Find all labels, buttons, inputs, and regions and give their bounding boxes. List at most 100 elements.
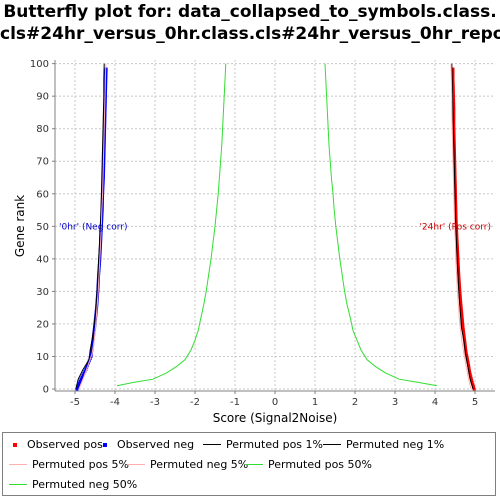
x-tick-label: -1 xyxy=(230,397,240,408)
legend-swatch xyxy=(323,444,341,445)
observed-marker xyxy=(455,242,459,246)
observed-marker xyxy=(461,327,465,331)
observed-marker xyxy=(93,321,97,325)
series-line xyxy=(116,63,227,387)
observed-marker xyxy=(92,332,96,336)
observed-marker xyxy=(451,76,455,80)
observed-marker xyxy=(77,381,81,385)
observed-marker xyxy=(458,288,462,292)
observed-marker xyxy=(80,375,84,379)
x-tick-label: -5 xyxy=(70,397,80,408)
legend-item-permuted-neg-5: Permuted neg 5% xyxy=(127,458,248,471)
legend-swatch xyxy=(9,484,27,485)
series-permuted-pos-5 xyxy=(450,63,472,390)
annotations: '0hr' (Neg corr) '24hr' (Pos corr) xyxy=(59,222,491,232)
observed-marker xyxy=(452,119,456,123)
observed-marker xyxy=(456,249,460,253)
series-permuted-pos-1 xyxy=(451,63,474,390)
observed-marker xyxy=(452,100,456,104)
observed-marker xyxy=(90,344,94,348)
legend-swatch xyxy=(203,444,221,445)
y-tick-label: 10 xyxy=(36,352,49,363)
observed-marker xyxy=(452,110,456,114)
observed-marker xyxy=(472,387,476,391)
observed-marker xyxy=(461,325,465,329)
observed-marker xyxy=(464,347,468,351)
observed-marker xyxy=(451,82,455,86)
observed-marker xyxy=(91,334,95,338)
legend-swatch xyxy=(245,464,263,465)
series-line xyxy=(75,63,105,390)
observed-marker xyxy=(83,369,87,373)
observed-marker xyxy=(459,308,463,312)
observed-marker xyxy=(458,297,462,301)
neg-corr-annotation: '0hr' (Neg corr) xyxy=(59,222,128,232)
observed-marker xyxy=(451,69,455,73)
y-tick-label: 20 xyxy=(36,319,49,330)
observed-marker xyxy=(451,67,455,71)
observed-marker xyxy=(451,80,455,84)
observed-marker xyxy=(455,233,459,237)
y-tick-label: 50 xyxy=(36,222,49,233)
observed-marker xyxy=(464,349,468,353)
series-line xyxy=(78,63,107,390)
legend-item-permuted-neg-1: Permuted neg 1% xyxy=(323,438,444,451)
observed-marker xyxy=(452,105,456,109)
legend-item-permuted-pos-50: Permuted pos 50% xyxy=(245,458,372,471)
observed-marker xyxy=(93,317,97,321)
observed-marker xyxy=(452,116,456,120)
observed-marker xyxy=(459,306,463,310)
observed-marker xyxy=(457,281,461,285)
chart-title-line-1: Butterfly plot for: data_collapsed_to_sy… xyxy=(3,2,497,22)
observed-marker xyxy=(458,295,462,299)
y-axis-label: Gene rank xyxy=(13,195,27,257)
observed-marker xyxy=(454,226,458,230)
legend-item-permuted-pos-5: Permuted pos 5% xyxy=(9,458,129,471)
observed-marker xyxy=(466,361,470,365)
observed-marker xyxy=(91,341,95,345)
observed-marker xyxy=(90,348,94,352)
observed-marker xyxy=(463,340,467,344)
observed-marker xyxy=(92,328,96,332)
observed-marker xyxy=(85,365,89,369)
observed-marker xyxy=(457,283,461,287)
observed-marker xyxy=(459,303,463,307)
legend-label: Observed pos xyxy=(27,438,103,451)
observed-marker xyxy=(452,103,456,107)
observed-marker xyxy=(79,377,83,381)
legend-swatch xyxy=(9,464,27,465)
pos-corr-annotation: '24hr' (Pos corr) xyxy=(419,222,491,232)
legend-label: Permuted pos 50% xyxy=(268,458,372,471)
observed-marker xyxy=(81,373,85,377)
series-permuted-pos-50 xyxy=(324,63,438,387)
legend-label: Permuted pos 1% xyxy=(226,438,323,451)
x-tick-label: -4 xyxy=(110,397,120,408)
observed-marker xyxy=(89,352,93,356)
observed-marker xyxy=(465,353,469,357)
observed-marker xyxy=(94,312,98,316)
observed-marker xyxy=(454,223,458,227)
observed-marker xyxy=(461,321,465,325)
observed-marker xyxy=(456,256,460,260)
observed-marker xyxy=(462,330,466,334)
legend-swatch xyxy=(13,442,17,447)
observed-marker xyxy=(82,371,86,375)
observed-marker xyxy=(452,121,456,125)
observed-marker xyxy=(77,383,81,387)
observed-marker xyxy=(92,330,96,334)
observed-marker xyxy=(457,276,461,280)
observed-marker xyxy=(452,112,456,116)
observed-marker xyxy=(456,258,460,262)
observed-marker xyxy=(460,314,464,318)
observed-marker xyxy=(76,385,80,389)
observed-marker xyxy=(455,230,459,234)
legend-swatch xyxy=(103,442,107,447)
observed-marker xyxy=(460,312,464,316)
legend-swatch xyxy=(127,464,145,465)
x-tick-label: -3 xyxy=(150,397,160,408)
y-tick-label: 60 xyxy=(36,189,49,200)
observed-marker xyxy=(84,367,88,371)
observed-marker xyxy=(462,332,466,336)
observed-marker xyxy=(468,373,472,377)
